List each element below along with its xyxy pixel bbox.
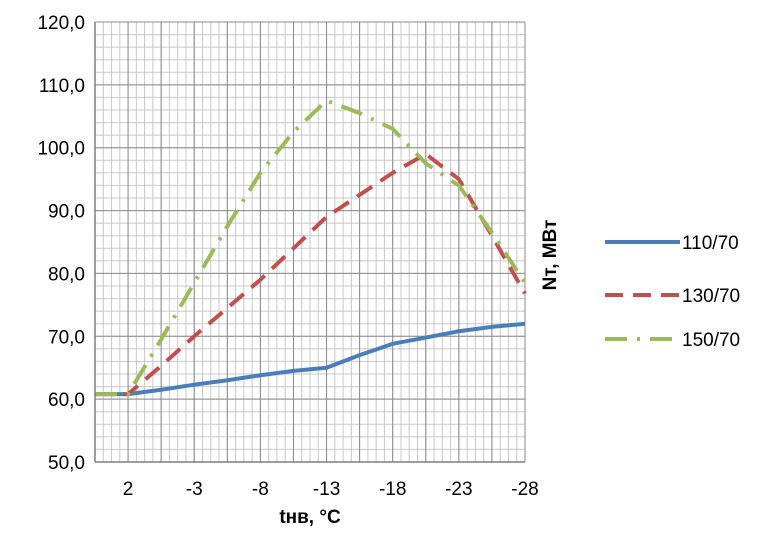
series-line-110-70 [95, 321, 526, 397]
axes [94, 22, 525, 463]
x-tick-label: -8 [252, 479, 269, 500]
x-axis-title: tнв, °C [279, 507, 341, 528]
x-tick-label: -23 [445, 479, 472, 500]
y-tick-label: 110,0 [39, 76, 85, 97]
series-line-150-70 [95, 98, 527, 397]
y-axis-title: Nт, МВт [540, 220, 561, 291]
x-tick-labels: 2 -3 -8 -13 -18 -23 -28 [123, 479, 539, 500]
y-tick-label: 70,0 [48, 327, 85, 348]
y-tick-label: 80,0 [48, 264, 85, 285]
y-tick-labels: 50,0 60,0 70,0 80,0 90,0 100,0 110,0 120,0 [37, 13, 85, 474]
series-line-130-70 [95, 152, 527, 397]
legend: 110/70 130/70 150/70 [605, 233, 740, 351]
y-tick-label: 100,0 [37, 139, 85, 160]
y-tick-label: 60,0 [48, 390, 85, 411]
legend-label: 110/70 [682, 233, 739, 254]
y-tick-label: 90,0 [48, 202, 85, 223]
x-tick-label: 2 [123, 479, 134, 500]
legend-label: 150/70 [682, 330, 740, 351]
y-tick-label: 120,0 [37, 13, 85, 34]
grid [94, 21, 526, 463]
legend-label: 130/70 [682, 286, 740, 307]
x-tick-label: -18 [379, 479, 406, 500]
x-tick-label: -3 [186, 479, 203, 500]
series-layer [95, 98, 527, 397]
x-tick-label: -13 [313, 479, 340, 500]
x-tick-label: -28 [511, 479, 538, 500]
y-tick-label: 50,0 [48, 453, 85, 474]
